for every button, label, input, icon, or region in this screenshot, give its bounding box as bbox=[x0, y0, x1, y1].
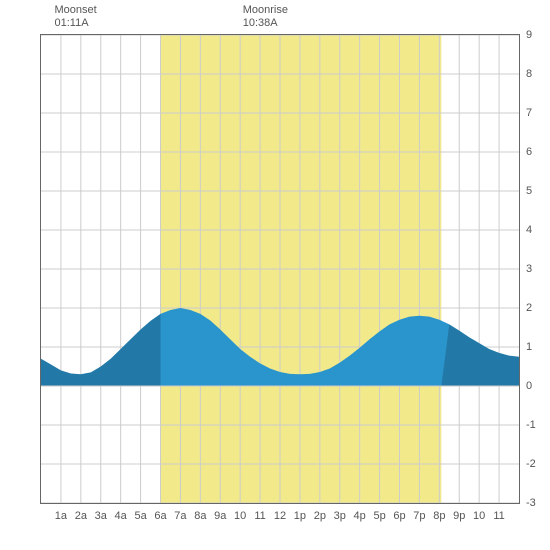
x-tick-label: 12 bbox=[274, 510, 286, 522]
x-tick-label: 8p bbox=[433, 510, 445, 522]
tide-chart: Moonset01:11AMoonrise10:38A -3-2-1012345… bbox=[0, 0, 550, 550]
moonset-time: 01:11A bbox=[55, 17, 97, 30]
x-tick-label: 3a bbox=[95, 510, 107, 522]
y-tick-label: 7 bbox=[526, 107, 546, 119]
x-tick-label: 7a bbox=[174, 510, 186, 522]
x-tick-label: 8a bbox=[194, 510, 206, 522]
y-tick-label: 4 bbox=[526, 224, 546, 236]
moonrise-title: Moonrise bbox=[243, 4, 288, 17]
y-tick-label: 8 bbox=[526, 68, 546, 80]
plot-svg bbox=[41, 35, 519, 503]
y-tick-label: 5 bbox=[526, 185, 546, 197]
x-tick-label: 9p bbox=[453, 510, 465, 522]
x-tick-label: 1a bbox=[55, 510, 67, 522]
x-tick-label: 2p bbox=[314, 510, 326, 522]
y-tick-label: -2 bbox=[526, 458, 546, 470]
x-tick-label: 3p bbox=[334, 510, 346, 522]
x-tick-label: 10 bbox=[234, 510, 246, 522]
x-tick-label: 6a bbox=[154, 510, 166, 522]
x-tick-label: 1p bbox=[294, 510, 306, 522]
x-tick-label: 9a bbox=[214, 510, 226, 522]
x-tick-label: 4a bbox=[115, 510, 127, 522]
x-tick-label: 6p bbox=[393, 510, 405, 522]
x-tick-label: 4p bbox=[354, 510, 366, 522]
y-tick-label: 3 bbox=[526, 263, 546, 275]
moon-labels: Moonset01:11A Moonrise10:38A bbox=[0, 4, 550, 34]
moonrise-time: 10:38A bbox=[243, 17, 288, 30]
x-tick-label: 7p bbox=[413, 510, 425, 522]
moonrise-label: Moonrise10:38A bbox=[243, 4, 288, 30]
x-tick-label: 5a bbox=[134, 510, 146, 522]
y-tick-label: 0 bbox=[526, 380, 546, 392]
y-tick-label: -3 bbox=[526, 497, 546, 509]
moonset-label: Moonset01:11A bbox=[55, 4, 97, 30]
x-tick-label: 2a bbox=[75, 510, 87, 522]
plot-area bbox=[40, 34, 520, 504]
x-tick-label: 11 bbox=[493, 510, 504, 522]
y-tick-label: 6 bbox=[526, 146, 546, 158]
x-tick-label: 11 bbox=[254, 510, 265, 522]
x-tick-label: 5p bbox=[373, 510, 385, 522]
y-tick-label: 1 bbox=[526, 341, 546, 353]
moonset-title: Moonset bbox=[55, 4, 97, 17]
y-tick-label: -1 bbox=[526, 419, 546, 431]
x-tick-label: 10 bbox=[473, 510, 485, 522]
y-tick-label: 9 bbox=[526, 29, 546, 41]
y-tick-label: 2 bbox=[526, 302, 546, 314]
